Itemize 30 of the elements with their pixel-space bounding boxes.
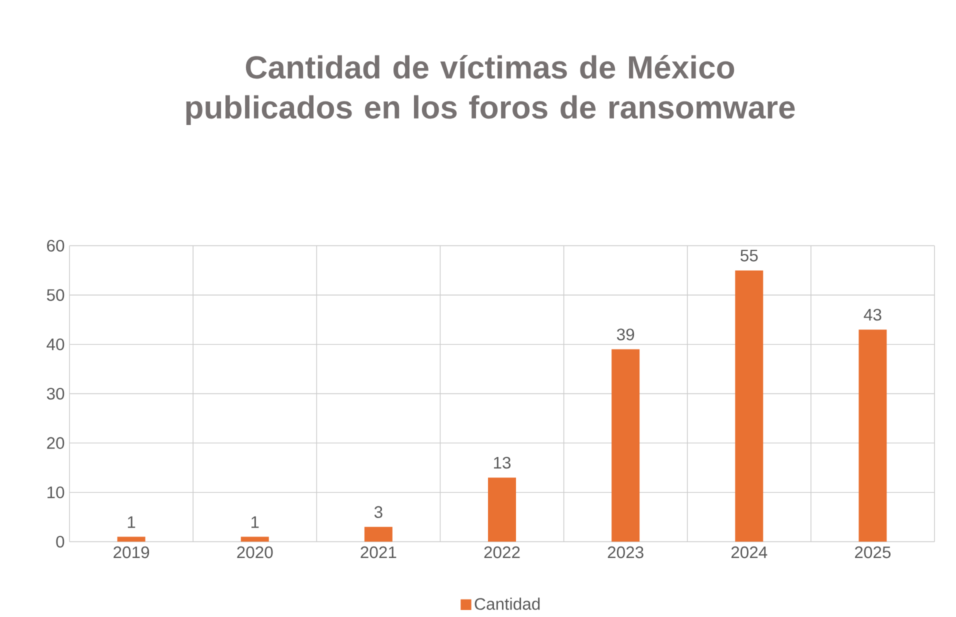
legend-label: Cantidad [474, 598, 540, 610]
bar [364, 526, 392, 542]
data-label: 1 [128, 516, 136, 528]
x-tick-label: 2023 [608, 546, 644, 558]
y-tick-label: 20 [47, 437, 64, 449]
x-tick-label: 2021 [360, 546, 396, 558]
x-tick-label: 2020 [237, 546, 273, 558]
y-tick-label: 30 [46, 388, 64, 400]
bar [488, 478, 516, 542]
data-label: 43 [864, 308, 882, 321]
bar [612, 349, 640, 542]
bar [735, 270, 764, 542]
data-label: 55 [740, 250, 758, 262]
y-tick-label: 0 [56, 536, 64, 548]
x-tick-label: 2025 [855, 546, 891, 558]
chart-title: Cantidad de víctimas de México publicados en los foros de ransomware [186, 54, 795, 126]
y-tick-label: 50 [46, 289, 64, 301]
y-tick-label: 10 [48, 486, 64, 498]
x-tick-label: 2024 [731, 546, 768, 558]
x-tick-label: 2019 [114, 546, 150, 558]
data-label: 13 [494, 456, 511, 469]
data-label: 1 [252, 516, 259, 528]
y-tick-label: 60 [47, 240, 64, 252]
x-tick-label: 2022 [484, 546, 520, 558]
data-label: 39 [616, 328, 634, 340]
bar [117, 536, 146, 542]
data-label: 3 [374, 506, 382, 518]
y-tick-label: 40 [46, 338, 64, 350]
bar [858, 330, 887, 542]
bar [240, 536, 269, 542]
